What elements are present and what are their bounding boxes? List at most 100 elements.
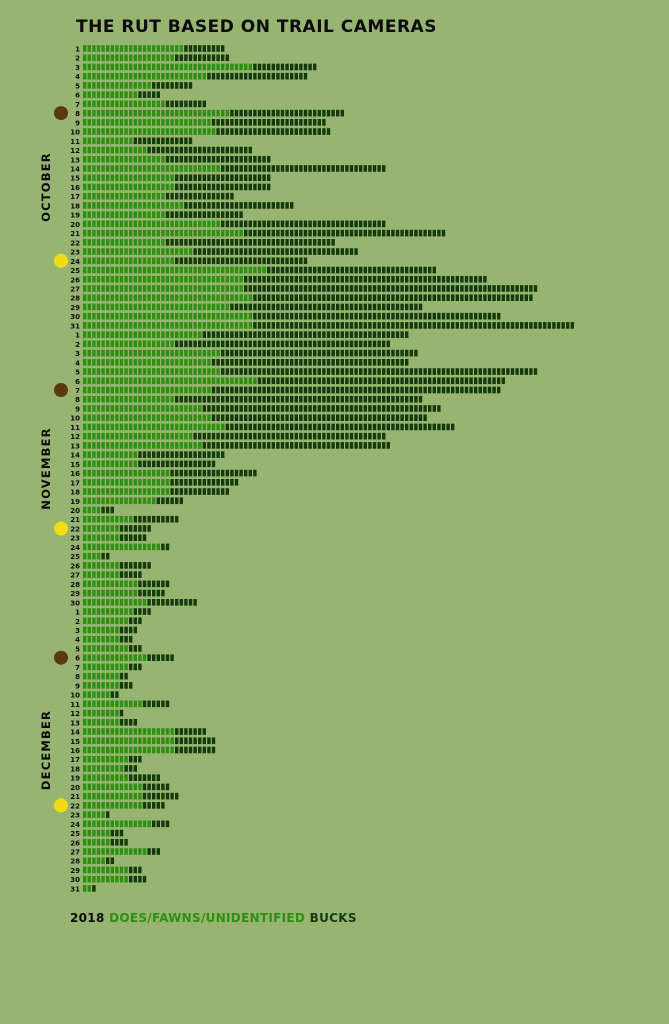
day-label-december-1: 1 [75,609,80,617]
day-label-december-4: 4 [75,636,80,644]
day-label-december-17: 17 [70,756,80,764]
day-label-october-16: 16 [70,184,80,192]
day-label-october-30: 30 [70,313,80,321]
bar-december-27 [83,848,160,855]
day-label-december-22: 22 [70,802,80,810]
day-label-october-20: 20 [70,221,80,229]
day-label-november-19: 19 [70,498,80,506]
bar-october-23 [83,248,358,255]
day-label-november-8: 8 [75,396,80,404]
day-label-december-16: 16 [70,747,80,755]
bar-december-7 [83,663,142,671]
day-label-december-8: 8 [75,673,80,681]
bar-november-30 [83,599,197,606]
day-label-november-10: 10 [70,415,80,423]
day-label-october-29: 29 [70,304,80,312]
bar-october-14 [83,165,386,172]
bar-november-7 [83,386,501,394]
day-label-october-15: 15 [70,175,80,183]
day-label-october-11: 11 [70,138,80,146]
month-label-december: DECEMBER [39,710,53,790]
day-label-november-26: 26 [70,562,80,570]
day-label-october-28: 28 [70,295,80,303]
day-label-november-13: 13 [70,442,80,450]
day-label-october-31: 31 [70,322,80,330]
new-moon-marker-november [54,383,68,397]
day-label-october-23: 23 [70,249,80,257]
bar-december-22 [83,802,165,809]
bar-december-13 [83,718,137,726]
bar-october-16 [83,183,271,191]
day-label-november-12: 12 [70,433,80,441]
day-label-november-29: 29 [70,590,80,598]
bar-november-19 [83,497,183,505]
bar-november-17 [83,479,239,486]
day-label-december-19: 19 [70,775,80,783]
legend-does: DOES/FAWNS/UNIDENTIFIED [109,911,306,925]
bar-october-26 [83,275,487,283]
day-label-december-27: 27 [70,849,80,857]
bar-december-10 [83,691,119,698]
bar-october-27 [83,285,538,292]
day-label-december-21: 21 [70,793,80,801]
day-label-november-3: 3 [75,350,80,358]
bar-december-23 [83,811,110,818]
month-label-november: NOVEMBER [39,427,53,509]
bar-december-11 [83,700,170,708]
day-label-october-5: 5 [75,82,80,90]
full-moon-marker-october [54,253,68,268]
day-label-october-21: 21 [70,230,80,238]
bar-october-3 [83,63,317,71]
day-label-december-6: 6 [75,655,80,663]
day-label-december-9: 9 [75,682,80,690]
bar-november-22 [83,525,151,532]
day-label-october-19: 19 [70,212,80,220]
day-label-december-26: 26 [70,839,80,847]
day-label-november-15: 15 [70,461,80,469]
bar-november-23 [83,534,147,541]
bar-october-15 [83,174,271,182]
bar-november-10 [83,414,427,421]
day-label-december-18: 18 [70,765,80,773]
bar-october-7 [83,100,206,108]
legend: 2018 DOES/FAWNS/UNIDENTIFIED BUCKS [70,911,357,925]
bar-october-12 [83,146,252,154]
bar-november-13 [83,442,390,449]
day-label-december-23: 23 [70,812,80,820]
bar-october-18 [83,202,294,209]
day-label-december-31: 31 [70,885,80,893]
bar-december-24 [83,820,170,828]
bar-december-25 [83,829,124,837]
bar-october-8 [83,109,344,117]
day-label-december-24: 24 [70,821,80,829]
day-label-november-30: 30 [70,599,80,607]
day-label-october-3: 3 [75,64,80,72]
day-label-november-2: 2 [75,341,80,349]
bar-october-22 [83,239,335,246]
bar-november-15 [83,460,216,468]
bar-november-24 [83,543,170,551]
bar-november-28 [83,580,170,588]
day-label-november-23: 23 [70,535,80,543]
bar-december-21 [83,792,179,800]
bar-november-9 [83,405,441,412]
bar-october-4 [83,72,308,80]
bar-november-21 [83,515,179,523]
day-label-october-25: 25 [70,267,80,275]
bar-october-20 [83,220,386,228]
day-label-october-12: 12 [70,147,80,155]
bar-november-3 [83,349,418,357]
bar-november-20 [83,506,114,514]
bar-october-30 [83,312,501,320]
bar-december-5 [83,645,142,652]
day-label-november-5: 5 [75,369,80,377]
bar-october-11 [83,137,193,145]
bar-december-20 [83,783,170,791]
new-moon-marker-december [54,650,68,665]
day-label-december-7: 7 [75,664,80,672]
bar-december-15 [83,737,216,745]
day-label-december-29: 29 [70,867,80,875]
day-label-november-24: 24 [70,544,80,552]
bar-october-6 [83,91,160,98]
bar-december-2 [83,617,142,625]
